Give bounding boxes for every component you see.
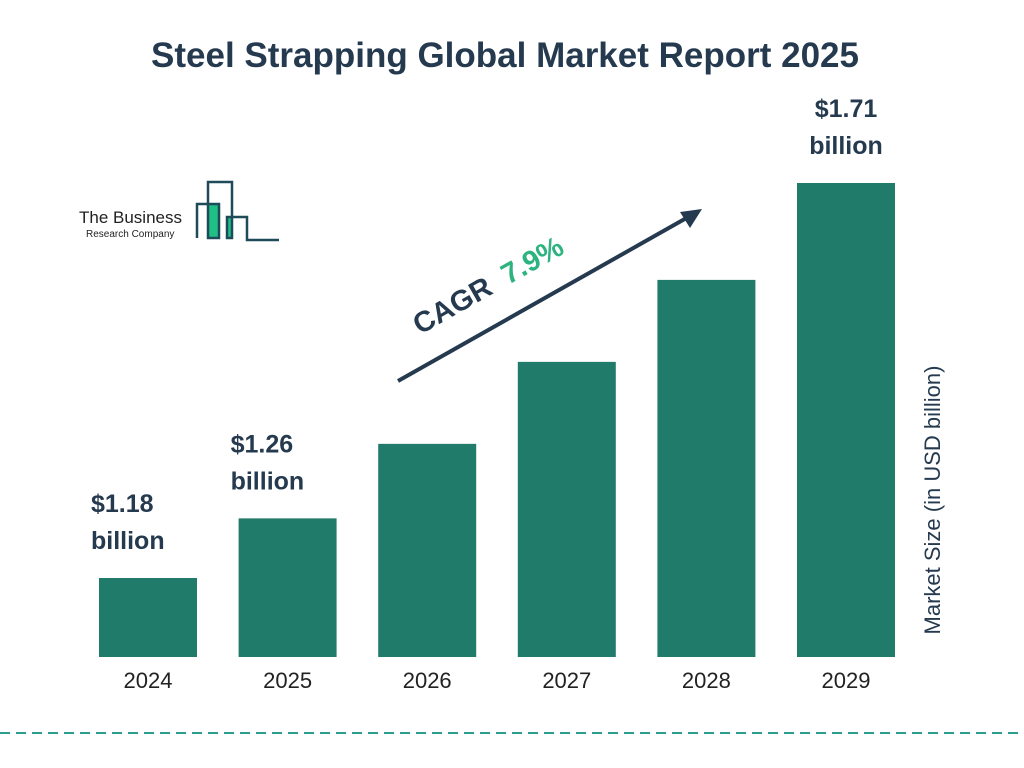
x-tick-label: 2027 (542, 668, 591, 693)
arrow-head-icon (680, 209, 702, 228)
x-tick-label: 2025 (263, 668, 312, 693)
data-label-value: $1.18 (91, 490, 154, 518)
chart-title: Steel Strapping Global Market Report 202… (151, 36, 859, 75)
cagr-value: 7.9% (496, 231, 569, 292)
data-label-unit: billion (231, 467, 305, 495)
data-label-unit: billion (91, 527, 165, 555)
bar-2026 (378, 443, 477, 657)
svg-text:CAGR 7.9%: CAGR 7.9% (408, 231, 570, 341)
data-label-unit: billion (809, 132, 883, 160)
data-label-value: $1.26 (231, 430, 294, 458)
bar-2029 (797, 183, 895, 657)
logo-line2: Research Company (86, 229, 174, 240)
x-tick-label: 2024 (124, 668, 173, 693)
bar-2028 (657, 279, 756, 657)
x-tick-label: 2029 (822, 668, 871, 693)
logo-line1: The Business (79, 208, 182, 227)
bar-2024 (99, 578, 197, 657)
cagr-annotation: CAGR 7.9% (397, 209, 702, 383)
data-label-value: $1.71 (815, 95, 878, 123)
bar-2025 (238, 518, 337, 657)
x-tick-label: 2028 (682, 668, 731, 693)
bar-2027 (517, 361, 616, 657)
logo: The Business Research Company (79, 180, 279, 242)
y-axis-label: Market Size (in USD billion) (920, 366, 945, 635)
x-tick-label: 2026 (403, 668, 452, 693)
